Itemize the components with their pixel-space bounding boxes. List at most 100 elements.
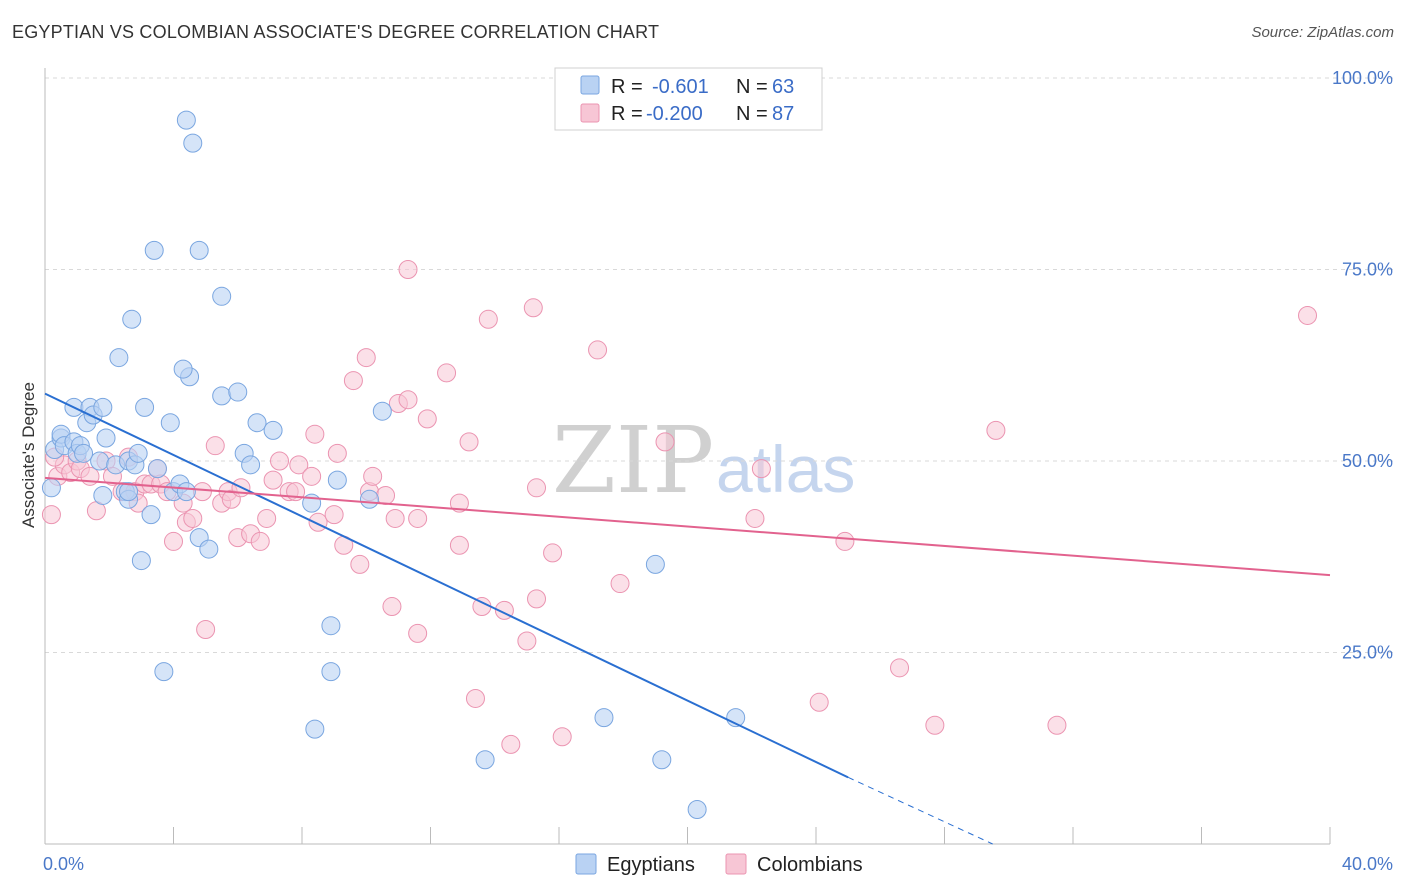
colombians-point xyxy=(745,508,765,528)
egyptians-point xyxy=(128,443,148,463)
colombians-point xyxy=(385,508,405,528)
colombians-point xyxy=(552,727,572,747)
egyptians-point xyxy=(96,428,116,448)
legend-n-label-colombians: N = xyxy=(736,103,768,125)
egyptians-point xyxy=(247,413,267,433)
egyptians-point xyxy=(321,616,341,636)
colombians-point xyxy=(363,466,383,486)
colombians-point xyxy=(523,298,543,318)
egyptians-point xyxy=(372,401,392,421)
egyptians-trend-extension xyxy=(847,776,993,845)
colombians-point xyxy=(302,466,322,486)
colombians-point xyxy=(925,715,945,735)
colombians-point xyxy=(324,505,344,525)
egyptians-point xyxy=(212,386,232,406)
egyptians-point xyxy=(154,662,174,682)
colombians-point xyxy=(465,688,485,708)
legend-n-value-colombians: 87 xyxy=(772,103,794,125)
colombians-point xyxy=(263,470,283,490)
egyptians-point xyxy=(119,482,139,502)
legend-egyptians-label: Egyptians xyxy=(607,854,695,876)
legend-r-label-egyptians: R = xyxy=(611,76,643,98)
colombians-point xyxy=(478,309,498,329)
egyptians-point xyxy=(93,397,113,417)
colombians-point xyxy=(183,508,203,528)
egyptians-points xyxy=(41,110,746,820)
egyptians-point xyxy=(41,478,61,498)
colombians-point xyxy=(205,436,225,456)
colombians-point xyxy=(289,455,309,475)
legend-egyptians-swatch xyxy=(575,853,597,875)
egyptians-point xyxy=(90,451,110,471)
legend-r-value-egyptians: -0.601 xyxy=(652,76,709,98)
colombians-point xyxy=(257,508,277,528)
colombians-point xyxy=(327,443,347,463)
colombians-point xyxy=(356,348,376,368)
egyptians-point xyxy=(93,485,113,505)
colombians-point xyxy=(501,734,521,754)
egyptians-point xyxy=(652,750,672,770)
colombians-point xyxy=(1047,715,1067,735)
grid-lines xyxy=(45,77,1395,653)
stats-legend: R = -0.601 N = 63 R = -0.200 N = 87 xyxy=(554,67,823,131)
colombians-point xyxy=(527,478,547,498)
colombians-point xyxy=(517,631,537,651)
colombians-point xyxy=(588,340,608,360)
colombians-point xyxy=(610,574,630,594)
colombians-point xyxy=(192,482,212,502)
egyptians-point xyxy=(141,505,161,525)
egyptians-point xyxy=(687,800,707,820)
egyptians-point xyxy=(144,240,164,260)
source-credit: Source: ZipAtlas.com xyxy=(1251,24,1394,41)
egyptians-point xyxy=(160,413,180,433)
colombians-point xyxy=(196,620,216,640)
egyptians-point xyxy=(131,551,151,571)
egyptians-point xyxy=(176,110,196,130)
colombians-point xyxy=(890,658,910,678)
legend-n-value-egyptians: 63 xyxy=(772,76,794,98)
egyptians-point xyxy=(212,286,232,306)
colombians-point xyxy=(655,432,675,452)
series-legend: Egyptians Colombians xyxy=(575,853,863,876)
colombians-point xyxy=(459,432,479,452)
colombians-point xyxy=(809,692,829,712)
egyptians-point xyxy=(74,443,94,463)
legend-n-label-egyptians: N = xyxy=(736,76,768,98)
legend-r-label-colombians: R = xyxy=(611,103,643,125)
colombians-point xyxy=(1298,305,1318,325)
egyptians-point xyxy=(327,470,347,490)
egyptians-point xyxy=(189,240,209,260)
legend-colombians-swatch xyxy=(725,853,747,875)
colombians-point xyxy=(41,505,61,525)
y-tick-label: 100.0% xyxy=(1332,68,1393,88)
colombians-point xyxy=(376,485,396,505)
colombians-point xyxy=(382,597,402,617)
egyptians-point xyxy=(109,348,129,368)
colombians-point xyxy=(543,543,563,563)
legend-r-value-colombians: -0.200 xyxy=(646,103,703,125)
x-tick-label: 40.0% xyxy=(1342,854,1393,874)
colombians-point xyxy=(751,459,771,479)
y-tick-label: 25.0% xyxy=(1342,643,1393,663)
colombians-point xyxy=(449,535,469,555)
egyptians-point xyxy=(305,719,325,739)
y-axis-title: Associate's Degree xyxy=(19,382,38,528)
egyptians-trend-line xyxy=(44,392,849,779)
colombians-point xyxy=(417,409,437,429)
egyptians-point xyxy=(228,382,248,402)
egyptians-swatch xyxy=(580,75,600,95)
colombians-point xyxy=(408,623,428,643)
egyptians-point xyxy=(176,482,196,502)
colombians-point xyxy=(527,589,547,609)
x-tick-label: 0.0% xyxy=(43,854,84,874)
colombians-point xyxy=(835,531,855,551)
y-tick-label: 50.0% xyxy=(1342,451,1393,471)
colombians-point xyxy=(343,371,363,391)
egyptians-point xyxy=(122,309,142,329)
tick-labels: 100.0% 75.0% 50.0% 25.0% 0.0% 40.0% xyxy=(43,68,1393,874)
colombians-point xyxy=(305,424,325,444)
egyptians-point xyxy=(263,420,283,440)
egyptians-point xyxy=(475,750,495,770)
colombians-point xyxy=(437,363,457,383)
